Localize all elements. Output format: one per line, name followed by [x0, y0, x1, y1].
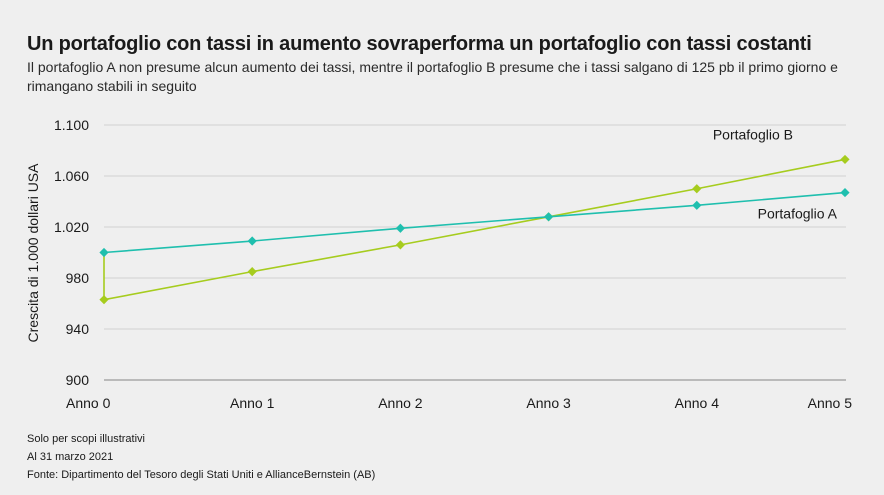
series-portafoglio-b: [99, 154, 850, 305]
series-layer: [99, 154, 850, 305]
y-tick-label: 1.100: [54, 117, 89, 133]
y-tick-label: 1.020: [54, 219, 89, 235]
data-point-marker: [692, 184, 702, 194]
footnotes: Solo per scopi illustrativi Al 31 marzo …: [27, 430, 375, 484]
series-label-portafoglio-b: Portafoglio B: [713, 126, 793, 142]
data-point-marker: [840, 154, 850, 165]
series-labels: Portafoglio B Portafoglio A: [713, 126, 838, 221]
data-point-marker: [840, 187, 850, 198]
x-tick-label: Anno 5: [808, 395, 853, 411]
x-tick-label: Anno 0: [66, 395, 111, 411]
x-tick-label: Anno 2: [378, 395, 423, 411]
data-point-marker: [247, 236, 257, 246]
data-point-marker: [692, 200, 702, 210]
x-tick-labels: Anno 0 Anno 1 Anno 2 Anno 3 Anno 4 Anno 5: [66, 395, 852, 411]
series-line: [103, 191, 846, 254]
x-tick-label: Anno 1: [230, 395, 275, 411]
y-axis-label: Crescita di 1.000 dollari USA: [25, 163, 41, 343]
y-tick-labels: 900 940 980 1.020 1.060 1.100: [54, 117, 89, 388]
series-label-portafoglio-a: Portafoglio A: [758, 206, 838, 222]
footnote-source: Fonte: Dipartimento del Tesoro degli Sta…: [27, 469, 376, 481]
y-tick-label: 1.060: [54, 168, 89, 184]
grid-lines: [104, 124, 846, 381]
x-tick-label: Anno 4: [675, 395, 720, 411]
series-line: [103, 158, 846, 301]
footnote-date: Al 31 marzo 2021: [27, 451, 114, 463]
data-point-marker: [544, 212, 554, 222]
data-point-marker: [99, 247, 109, 258]
x-tick-label: Anno 3: [526, 395, 571, 411]
y-tick-label: 900: [66, 372, 90, 388]
data-point-marker: [395, 223, 405, 233]
footnote-illustrative: Solo per scopi illustrativi: [27, 433, 145, 445]
data-point-marker: [247, 267, 257, 277]
series-portafoglio-a: [99, 187, 850, 258]
data-point-marker: [99, 295, 109, 305]
y-tick-label: 940: [66, 321, 90, 337]
chart-subtitle: Il portafoglio A non presume alcun aumen…: [27, 59, 838, 94]
chart-title: Un portafoglio con tassi in aumento sovr…: [27, 33, 812, 55]
data-point-marker: [395, 240, 405, 250]
y-tick-label: 980: [66, 270, 90, 286]
